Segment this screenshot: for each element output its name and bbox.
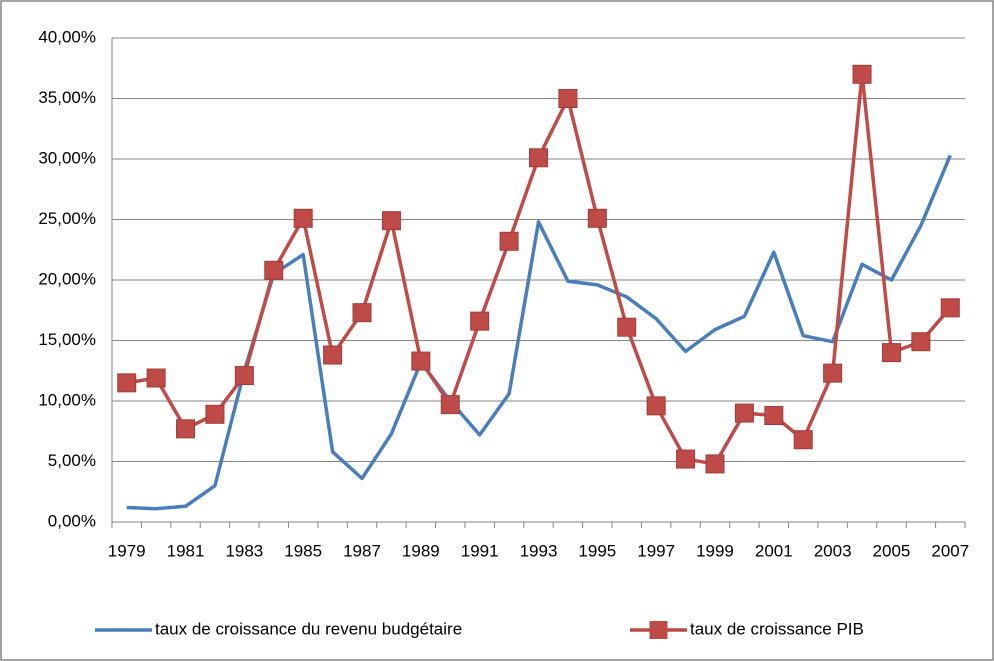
point-marker xyxy=(264,260,284,280)
point-marker xyxy=(764,406,784,426)
x-tick-label: 1993 xyxy=(520,541,558,560)
point-marker xyxy=(587,208,607,228)
point-marker xyxy=(705,454,725,474)
y-tick-label: 10,00% xyxy=(38,390,96,409)
x-tick-label: 1995 xyxy=(578,541,616,560)
point-marker xyxy=(852,64,872,84)
x-tick-label: 1983 xyxy=(225,541,263,560)
point-marker xyxy=(558,89,578,108)
point-marker xyxy=(234,366,254,386)
y-tick-label: 0,00% xyxy=(48,511,96,530)
legend-marker xyxy=(649,621,668,639)
y-tick-label: 40,00% xyxy=(38,27,96,46)
point-marker xyxy=(881,343,901,363)
x-tick-label: 1989 xyxy=(402,541,440,560)
x-tick-label: 2003 xyxy=(814,541,852,560)
point-marker xyxy=(293,208,313,228)
point-marker xyxy=(617,317,637,337)
legend-label: taux de croissance PIB xyxy=(690,619,864,638)
x-tick-label: 1997 xyxy=(637,541,675,560)
x-tick-label: 1991 xyxy=(461,541,499,560)
point-marker xyxy=(793,430,813,450)
point-marker xyxy=(529,148,548,168)
y-tick-label: 15,00% xyxy=(38,330,96,349)
point-marker xyxy=(352,303,372,323)
y-tick-label: 20,00% xyxy=(38,269,96,288)
y-tick-label: 30,00% xyxy=(38,148,96,167)
y-tick-label: 25,00% xyxy=(38,209,96,228)
point-marker xyxy=(440,395,460,415)
point-marker xyxy=(381,211,401,231)
point-marker xyxy=(940,298,960,318)
x-tick-label: 2005 xyxy=(873,541,911,560)
y-tick-label: 35,00% xyxy=(38,88,96,107)
point-marker xyxy=(470,311,490,331)
x-tick-label: 2001 xyxy=(755,541,793,560)
point-marker xyxy=(323,345,343,365)
point-marker xyxy=(911,332,931,352)
point-marker xyxy=(823,363,843,383)
point-marker xyxy=(646,396,666,416)
x-tick-label: 1981 xyxy=(167,541,205,560)
point-marker xyxy=(146,368,166,388)
point-marker xyxy=(676,449,696,469)
x-tick-label: 1987 xyxy=(343,541,381,560)
x-tick-label: 1999 xyxy=(696,541,734,560)
y-tick-label: 5,00% xyxy=(48,451,96,470)
x-tick-label: 1979 xyxy=(108,541,146,560)
x-tick-label: 1985 xyxy=(284,541,322,560)
legend-label: taux de croissance du revenu budgétaire xyxy=(155,619,462,638)
point-marker xyxy=(176,419,196,439)
x-tick-label: 2007 xyxy=(931,541,969,560)
point-marker xyxy=(411,351,431,371)
point-marker xyxy=(117,373,137,393)
point-marker xyxy=(734,403,754,423)
point-marker xyxy=(205,404,225,424)
point-marker xyxy=(499,231,519,251)
